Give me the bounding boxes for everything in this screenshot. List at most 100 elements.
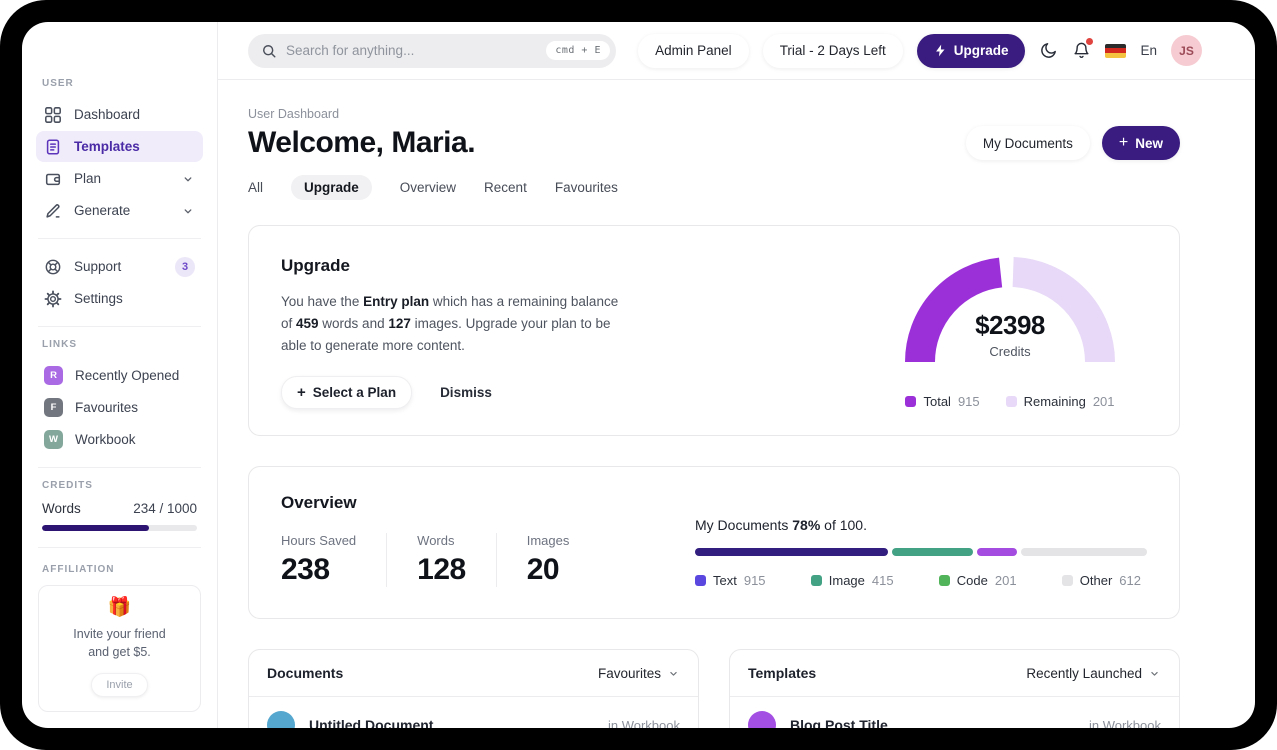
sidebar-section-credits: CREDITS [42, 480, 93, 491]
stat-words: Words 128 [386, 533, 496, 587]
flag-stripe-red [1105, 48, 1127, 53]
credits-progress-fill [42, 525, 149, 531]
affiliation-line2: and get $5. [88, 645, 151, 660]
tab-recent[interactable]: Recent [484, 180, 527, 195]
my-documents-button[interactable]: My Documents [965, 126, 1090, 160]
notifications-bell-icon[interactable] [1072, 38, 1094, 60]
language-selector[interactable]: En [1140, 43, 1157, 58]
search-shortcut-badge: cmd + E [546, 41, 610, 60]
sidebar-item-dashboard[interactable]: Dashboard [36, 99, 203, 130]
sidebar-link-workbook[interactable]: W Workbook [36, 424, 203, 455]
document-list-item[interactable]: Untitled Document in Workbook [249, 697, 698, 728]
sidebar-item-templates[interactable]: Templates [36, 131, 203, 162]
search-input[interactable]: Search for anything... cmd + E [248, 33, 616, 68]
affiliation-text: Invite your friend and get $5. [49, 625, 190, 661]
bar-segment-text [695, 548, 889, 556]
sidebar-item-support[interactable]: Support 3 [36, 251, 203, 282]
lightning-bolt-icon [934, 44, 947, 57]
legend-label: Other [1079, 573, 1113, 588]
sidebar-item-settings[interactable]: Settings [36, 283, 203, 314]
notification-dot [1086, 38, 1094, 45]
select-plan-label: Select a Plan [312, 384, 397, 400]
overview-left: Overview Hours Saved 238 Words 128 [281, 493, 599, 588]
new-button[interactable]: + New [1101, 126, 1180, 160]
sidebar-link-favourites[interactable]: F Favourites [36, 392, 203, 423]
template-title: Blog Post Title [790, 717, 888, 728]
sidebar-item-generate[interactable]: Generate [36, 195, 203, 226]
select-plan-button[interactable]: + Select a Plan [281, 375, 413, 409]
dashboard-grid-icon [44, 106, 62, 124]
gauge-legend: Total 915 Remaining 201 [905, 394, 1115, 409]
upgrade-card: Upgrade You have the Entry plan which ha… [248, 225, 1180, 436]
page-title: Welcome, Maria. [248, 126, 476, 159]
bar-segment-other [1021, 548, 1147, 556]
stat-value: 238 [281, 553, 330, 586]
sidebar-section-affiliation: AFFILIATION [42, 564, 115, 575]
legend-label: Code [956, 573, 988, 588]
affiliation-card: 🎁 Invite your friend and get $5. Invite [38, 585, 201, 713]
template-location: in Workbook [1088, 717, 1161, 729]
sidebar-divider [38, 547, 201, 548]
gauge-center: $2398 Credits [900, 310, 1120, 359]
legend-item-text: Text 915 [695, 573, 766, 588]
legend-swatch [810, 575, 822, 586]
documents-filter-dropdown[interactable]: Favourites [598, 666, 680, 681]
tab-overview[interactable]: Overview [399, 180, 457, 195]
plus-icon: + [1118, 134, 1129, 151]
chevron-down-icon [1148, 667, 1161, 680]
upgrade-button[interactable]: Upgrade [916, 33, 1026, 68]
templates-document-icon [44, 138, 62, 156]
page-content: User Dashboard Welcome, Maria. My Docume… [218, 80, 1255, 728]
template-list-item[interactable]: Blog Post Title in Workbook [730, 697, 1179, 728]
credits-row: Words 234 / 1000 [42, 501, 197, 516]
admin-panel-button[interactable]: Admin Panel [638, 33, 749, 68]
trial-status-badge[interactable]: Trial - 2 Days Left [762, 33, 903, 68]
legend-item-remaining: Remaining 201 [1005, 394, 1115, 409]
tab-favourites[interactable]: Favourites [554, 180, 618, 195]
legend-item-other: Other 612 [1061, 573, 1141, 588]
gift-icon: 🎁 [107, 597, 132, 618]
overview-card: Overview Hours Saved 238 Words 128 [248, 466, 1180, 619]
legend-swatch [695, 575, 706, 586]
credits-value: 234 / 1000 [133, 501, 197, 516]
sidebar-item-label: Plan [74, 171, 102, 186]
dismiss-button[interactable]: Dismiss [440, 384, 492, 400]
sidebar-section-user: USER [42, 78, 74, 89]
templates-card: Templates Recently Launched Blog Post Ti… [729, 649, 1180, 728]
tab-all[interactable]: All [248, 180, 264, 195]
document-location: in Workbook [607, 717, 680, 729]
main-area: Search for anything... cmd + E Admin Pan… [218, 22, 1255, 728]
app-window: USER Dashboard Templates Plan [22, 22, 1255, 728]
upgrade-card-body: You have the Entry plan which has a rema… [281, 294, 619, 353]
stat-value: 128 [417, 553, 466, 586]
sidebar-item-label: Support [74, 259, 122, 274]
upgrade-card-left: Upgrade You have the Entry plan which ha… [281, 256, 633, 409]
sidebar-item-label: Templates [74, 139, 140, 154]
legend-value: 201 [1092, 394, 1115, 409]
legend-value: 612 [1119, 573, 1141, 588]
gauge-segment-total [905, 257, 1003, 363]
legend-swatch [1005, 396, 1017, 407]
legend-swatch [938, 575, 950, 586]
documents-progress: My Documents 78% of 100. Text 915 [695, 493, 1147, 588]
templates-filter-dropdown[interactable]: Recently Launched [1026, 666, 1161, 681]
credits-gauge: $2398 Credits Total 915 [885, 256, 1135, 409]
documents-progress-title: My Documents 78% of 100. [695, 517, 867, 533]
dark-mode-moon-icon[interactable] [1039, 41, 1058, 60]
chevron-down-icon [181, 172, 195, 186]
link-initial-badge: F [44, 398, 63, 417]
sidebar: USER Dashboard Templates Plan [22, 22, 218, 728]
credits-label: Words [42, 501, 81, 516]
invite-button[interactable]: Invite [91, 673, 148, 698]
stat-label: Hours Saved [281, 533, 357, 548]
tab-upgrade[interactable]: Upgrade [291, 175, 372, 200]
topbar: Search for anything... cmd + E Admin Pan… [218, 22, 1255, 80]
pencil-icon [44, 202, 62, 220]
user-avatar[interactable]: JS [1171, 35, 1202, 66]
germany-flag-icon[interactable] [1105, 43, 1127, 58]
legend-label: Total [923, 394, 951, 409]
plus-icon: + [297, 383, 306, 401]
sidebar-item-plan[interactable]: Plan [36, 163, 203, 194]
sidebar-link-recently-opened[interactable]: R Recently Opened [36, 360, 203, 391]
stat-images: Images 20 [495, 533, 600, 587]
